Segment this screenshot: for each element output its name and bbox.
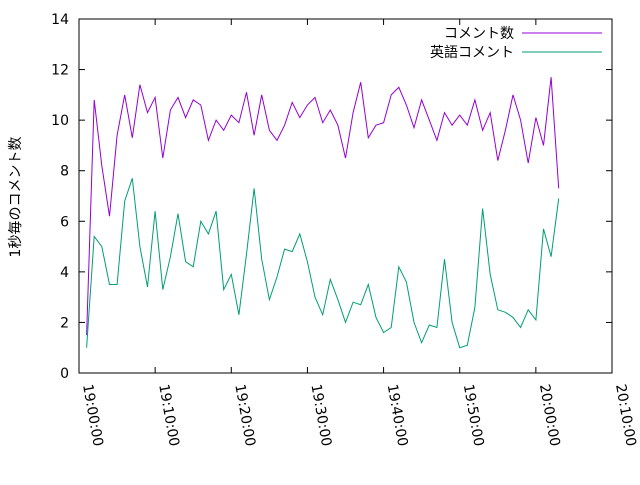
y-tick-label: 2 (60, 315, 69, 331)
series-line (86, 178, 560, 349)
legend-label: コメント数 (444, 26, 514, 42)
y-tick-label: 12 (51, 63, 69, 79)
y-axis-label: 1秒毎のコメント数 (8, 137, 24, 258)
y-tick-label: 0 (60, 366, 69, 382)
y-tick-label: 8 (60, 164, 69, 180)
legend-label: 英語コメント (430, 44, 514, 61)
y-tick-label: 4 (60, 265, 69, 281)
y-tick-label: 6 (60, 214, 69, 230)
y-tick-label: 14 (51, 12, 69, 28)
plot-border (78, 18, 613, 374)
series-line (86, 77, 560, 336)
y-tick-label: 10 (51, 113, 69, 129)
